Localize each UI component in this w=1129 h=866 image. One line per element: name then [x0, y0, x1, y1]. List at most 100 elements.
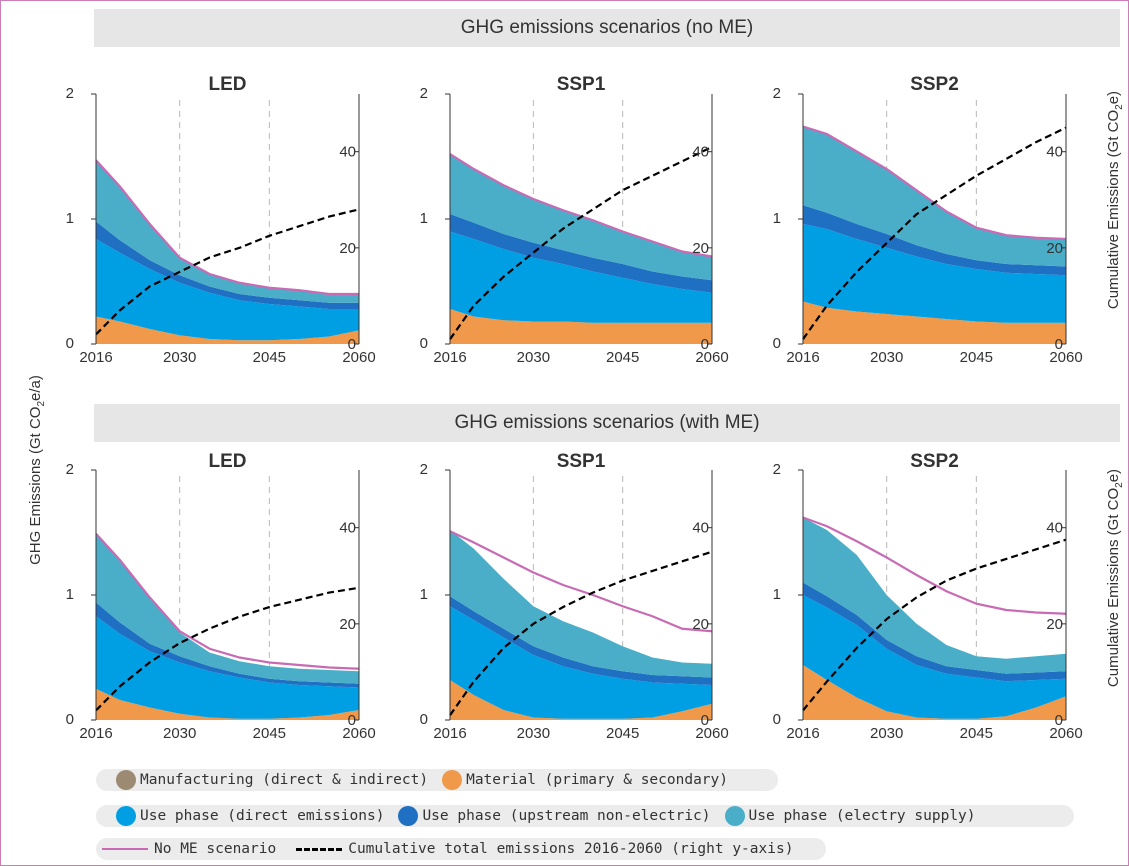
x-tick-label: 2016: [79, 725, 112, 742]
area-material: [803, 301, 1066, 344]
x-tick-label: 2016: [79, 349, 112, 366]
y-axis-right-label-bottom: Cumulative Emissions (Gt CO2e): [1105, 469, 1125, 687]
area-use-upstream: [450, 214, 712, 293]
area-use-direct: [450, 606, 712, 719]
banner-with-me: GHG emissions scenarios (with ME): [94, 404, 1120, 442]
cumulative-emissions-line: [449, 550, 713, 716]
panel-title: SSP2: [910, 74, 959, 95]
panel-title: LED: [209, 451, 247, 472]
y2-tick-label: 40: [1046, 520, 1063, 537]
area-use-electricity: [96, 535, 359, 684]
y2-tick-label: 20: [1046, 240, 1063, 257]
x-tick-label: 2030: [517, 349, 550, 366]
y2-tick-label: 0: [348, 336, 356, 353]
x-tick-label: 2045: [606, 349, 639, 366]
legend-item: Use phase (direct emissions): [116, 806, 384, 826]
y2-tick-label: 0: [701, 712, 709, 729]
cumulative-emissions-line: [95, 586, 360, 712]
area-use-direct: [450, 231, 712, 323]
area-use-direct: [803, 595, 1066, 719]
legend-item: Manufacturing (direct & indirect): [116, 770, 428, 790]
x-tick-label: 2016: [786, 725, 819, 742]
x-tick-label: 2060: [342, 349, 375, 366]
y-tick-label: 0: [66, 711, 74, 728]
x-tick-label: 2030: [870, 725, 903, 742]
x-tick-label: 2060: [1049, 349, 1082, 366]
y2-tick-label: 20: [692, 616, 709, 633]
y2-tick-label: 40: [1046, 144, 1063, 161]
x-tick-label: 2060: [1049, 725, 1082, 742]
y-tick-label: 2: [66, 85, 74, 102]
legend-swatch-circle: [724, 806, 745, 826]
no-me-scenario-line: [802, 516, 1067, 615]
y-tick-label: 2: [773, 85, 781, 102]
y2-tick-label: 20: [1046, 616, 1063, 633]
y-tick-label: 2: [420, 461, 428, 478]
y2-tick-label: 20: [339, 616, 356, 633]
legend-label: No ME scenario: [154, 841, 277, 857]
no-me-scenario-line: [449, 530, 713, 633]
y2-tick-label: 40: [339, 144, 356, 161]
legend-label: Cumulative total emissions 2016-2060 (ri…: [348, 841, 794, 857]
cumulative-emissions-line: [449, 145, 713, 340]
area-material: [96, 316, 359, 344]
cumulative-emissions-line: [802, 538, 1067, 712]
y-tick-label: 2: [773, 461, 781, 478]
y-tick-label: 0: [420, 711, 428, 728]
y2-tick-label: 40: [692, 520, 709, 537]
area-use-upstream: [96, 221, 359, 309]
x-tick-label: 2045: [606, 725, 639, 742]
x-tick-label: 2016: [786, 349, 819, 366]
panel-title: SSP1: [557, 74, 606, 95]
area-material: [96, 688, 359, 720]
x-tick-label: 2060: [695, 349, 728, 366]
no-me-scenario-line: [449, 153, 713, 258]
x-tick-label: 2060: [342, 725, 375, 742]
y-tick-label: 1: [66, 210, 74, 227]
y2-tick-label: 0: [701, 336, 709, 353]
x-tick-label: 2030: [517, 725, 550, 742]
legend-item: No ME scenario: [96, 841, 276, 857]
y-tick-label: 2: [420, 85, 428, 102]
y-tick-label: 1: [420, 586, 428, 603]
no-me-scenario-line: [95, 533, 360, 670]
legend-item: Material (primary & secondary): [442, 770, 728, 790]
legend-label: Use phase (electry supply): [748, 808, 976, 824]
legend-label: Material (primary & secondary): [466, 772, 728, 788]
area-use-electricity: [803, 126, 1066, 267]
area-material: [803, 665, 1066, 720]
y2-tick-label: 0: [1055, 336, 1063, 353]
legend-swatch-circle: [398, 806, 419, 826]
y-tick-label: 2: [66, 461, 74, 478]
legend-swatch-line: [102, 848, 148, 850]
x-tick-label: 2030: [163, 349, 196, 366]
y-tick-label: 1: [66, 586, 74, 603]
legend-item: Cumulative total emissions 2016-2060 (ri…: [290, 841, 793, 857]
area-use-direct: [96, 616, 359, 719]
cumulative-emissions-line: [95, 208, 360, 336]
y-axis-left-label: GHG Emissions (Gt CO2e/a): [27, 375, 47, 565]
x-tick-label: 2045: [960, 725, 993, 742]
legend-item: Use phase (electry supply): [724, 806, 976, 826]
y-tick-label: 1: [773, 586, 781, 603]
legend-row-1: Manufacturing (direct & indirect) Materia…: [96, 769, 778, 791]
y2-tick-label: 20: [692, 240, 709, 257]
cumulative-emissions-line: [802, 126, 1067, 340]
area-use-electricity: [450, 530, 712, 678]
x-tick-label: 2016: [433, 349, 466, 366]
y-tick-label: 0: [420, 335, 428, 352]
y-tick-label: 1: [420, 210, 428, 227]
x-tick-label: 2060: [695, 725, 728, 742]
no-me-scenario-line: [802, 125, 1067, 241]
legend-row-3: No ME scenario Cumulative total emissions…: [96, 838, 826, 860]
y2-tick-label: 0: [348, 712, 356, 729]
legend-row-2: Use phase (direct emissions) Use phase (u…: [96, 805, 1074, 827]
area-use-direct: [803, 224, 1066, 323]
no-me-scenario-line: [95, 159, 359, 296]
x-tick-label: 2030: [163, 725, 196, 742]
x-tick-label: 2030: [870, 349, 903, 366]
